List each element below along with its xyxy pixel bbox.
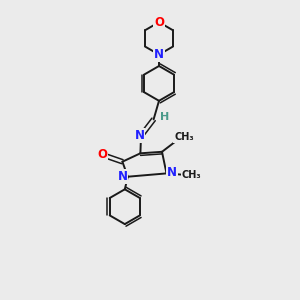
Text: CH₃: CH₃ bbox=[181, 170, 201, 180]
Text: H: H bbox=[160, 112, 169, 122]
Text: N: N bbox=[154, 48, 164, 61]
Text: N: N bbox=[134, 129, 145, 142]
Text: O: O bbox=[154, 16, 164, 29]
Text: O: O bbox=[97, 148, 107, 161]
Text: CH₃: CH₃ bbox=[174, 132, 194, 142]
Text: N: N bbox=[167, 166, 177, 179]
Text: N: N bbox=[117, 169, 128, 183]
